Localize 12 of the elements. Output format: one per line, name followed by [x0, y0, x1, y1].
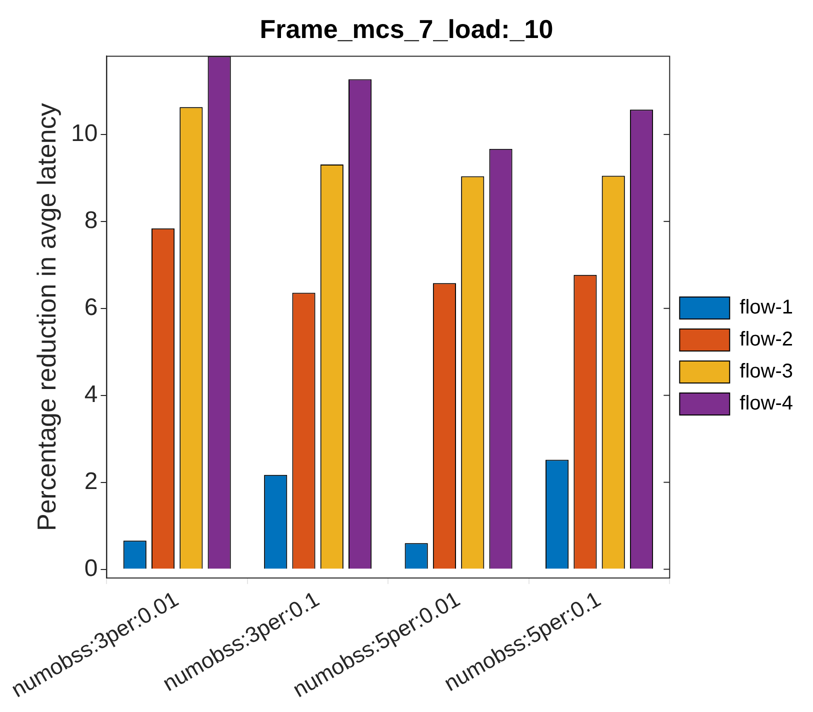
legend-label: flow-2 — [740, 328, 794, 351]
y-tick-label: 0 — [84, 554, 98, 582]
y-tick-label: 4 — [84, 380, 98, 408]
y-tick-label: 8 — [84, 207, 98, 234]
y-tick-label: 6 — [84, 294, 98, 322]
legend-label: flow-3 — [740, 360, 794, 383]
y-tick-label: 2 — [84, 468, 98, 495]
legend-label: flow-1 — [740, 296, 794, 319]
legend-label: flow-4 — [740, 392, 794, 415]
y-axis-title: Percentage reduction in avge latency — [32, 103, 62, 532]
chart-title: Frame_mcs_7_load:_10 — [260, 14, 554, 44]
y-tick-label: 10 — [71, 120, 98, 148]
